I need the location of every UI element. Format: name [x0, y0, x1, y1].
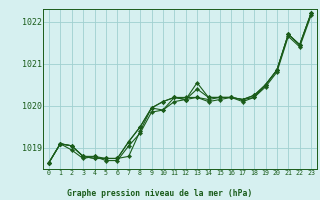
Text: Graphe pression niveau de la mer (hPa): Graphe pression niveau de la mer (hPa): [68, 189, 252, 198]
